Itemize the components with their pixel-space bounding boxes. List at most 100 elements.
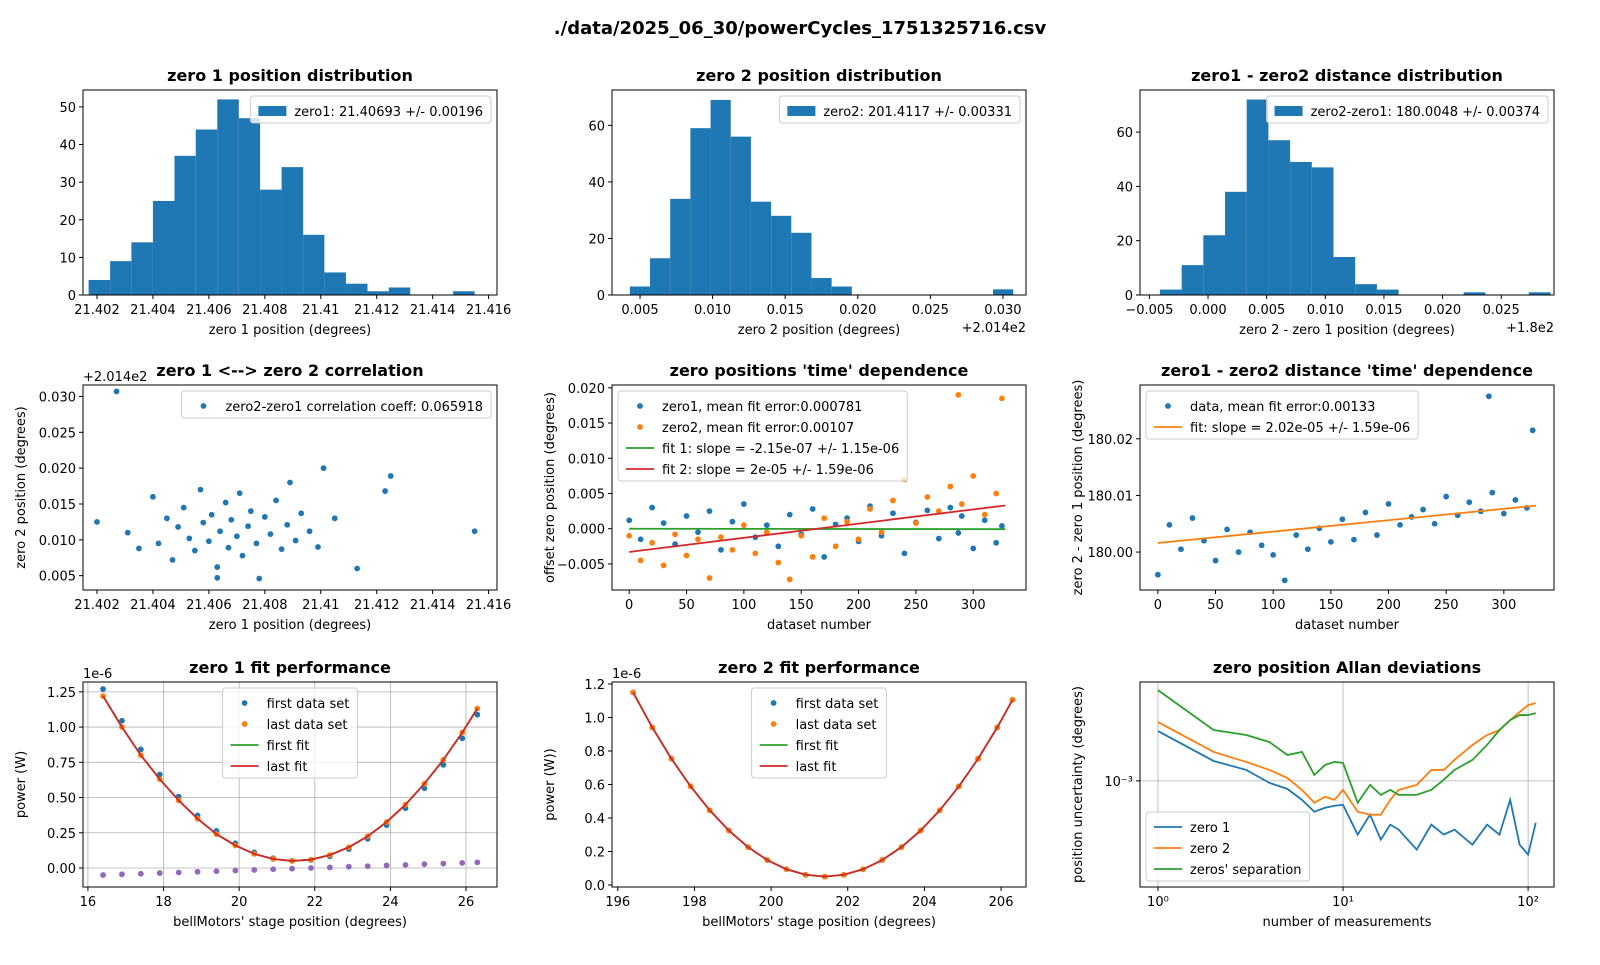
legend-label: zero1: 21.40693 +/- 0.00196 <box>294 105 483 120</box>
legend: zero 1 zero 2 zeros' separation <box>1145 811 1311 882</box>
point <box>809 506 816 512</box>
legend-label: zero2, mean fit error:0.00107 <box>662 421 854 436</box>
y-tick-label: 1.2 <box>584 678 605 693</box>
legend-swatch <box>770 721 777 727</box>
point <box>119 717 125 724</box>
line <box>1157 504 1537 544</box>
subplot-title: zero 2 fit performance <box>718 658 920 677</box>
bar <box>195 129 218 295</box>
subplot: 0.005 0.010 0.015 0.020 0.025 0.030 0 20 40 60 zer… <box>588 66 1027 338</box>
legend-label: fit: slope = 2.02e-05 +/- 1.59e-06 <box>1190 421 1410 436</box>
legend-label: zero2: 201.4117 +/- 0.00331 <box>823 105 1012 120</box>
point <box>186 535 193 542</box>
point <box>981 517 988 524</box>
x-tick-label: 24 <box>382 895 399 910</box>
x-tick-label: 0.005 <box>621 303 658 318</box>
point <box>1212 557 1219 564</box>
point <box>637 536 644 543</box>
x-tick-label: 0.020 <box>1424 303 1461 318</box>
subplot-title: zero position Allan deviations <box>1213 658 1481 677</box>
point <box>763 522 770 529</box>
bar <box>710 99 731 295</box>
point <box>970 545 977 552</box>
point <box>200 519 207 526</box>
axes-frame <box>611 89 1027 296</box>
y-axis-label: offset zero position (degrees) <box>543 392 558 583</box>
point <box>1420 506 1427 513</box>
legend-label: fit 2: slope = 2e-05 +/- 1.59e-06 <box>662 463 874 478</box>
point <box>958 501 965 507</box>
bar <box>1246 99 1269 295</box>
legend-box <box>1145 811 1311 882</box>
legend-box <box>222 687 358 779</box>
y-axis-label: zero 2 position (degrees) <box>14 406 29 568</box>
point <box>1374 532 1380 538</box>
subplot: 10⁰ 10¹ 10² 10⁻³ zero position Allan deviati… <box>1071 658 1555 930</box>
point <box>175 869 182 876</box>
bar <box>217 99 239 295</box>
point <box>1304 546 1311 553</box>
legend: zero2-zero1 correlation coeff: 0.065918 <box>180 390 492 419</box>
point <box>947 483 954 490</box>
point <box>1178 546 1184 553</box>
legend: first data set last data set first fit last… <box>222 687 358 779</box>
point <box>270 866 277 873</box>
legend-label: last data set <box>796 718 877 733</box>
y-tick-label: 0.6 <box>584 779 605 794</box>
y-tick-label: 20 <box>1116 235 1133 250</box>
x-tick-label: 21.414 <box>410 303 456 318</box>
y-tick-label: 0.010 <box>39 534 76 549</box>
bar <box>1376 289 1399 295</box>
point <box>775 543 782 550</box>
y-axis-label: power (W) <box>14 751 29 818</box>
plot-area <box>94 388 478 582</box>
plot-area <box>1157 689 1537 857</box>
bar <box>650 258 671 295</box>
legend-box <box>1266 95 1549 124</box>
point <box>113 388 120 395</box>
bar <box>367 291 389 295</box>
legend-swatch <box>770 700 777 706</box>
point <box>955 391 962 398</box>
legend-swatch <box>637 424 643 430</box>
subplot-title: zero 1 fit performance <box>189 658 391 677</box>
y-tick-label: 0.020 <box>39 462 76 477</box>
x-tick-label: 10² <box>1517 895 1539 910</box>
bar <box>174 155 196 295</box>
bar <box>1290 161 1312 295</box>
legend: zero1, mean fit error:0.000781 zero2, mea… <box>617 390 908 482</box>
subplot: −0.005 0.000 0.005 0.010 0.015 0.020 0.025 0 20 4… <box>1116 66 1555 338</box>
x-offset-label: +1.8e2 <box>1506 321 1554 336</box>
y-tick-label: 180.01 <box>1088 489 1134 504</box>
x-tick-label: 0.015 <box>767 303 804 318</box>
legend-swatch <box>200 403 207 409</box>
legend-label: first fit <box>796 739 839 754</box>
point <box>1489 489 1496 496</box>
point <box>471 528 478 535</box>
x-tick-label: 100 <box>1261 598 1286 613</box>
x-tick-label: 21.412 <box>354 303 400 318</box>
bar <box>629 286 651 295</box>
x-axis-label: zero 1 position (degrees) <box>209 323 371 338</box>
x-tick-label: 50 <box>1207 598 1224 613</box>
subplot: 21.402 21.404 21.406 21.408 21.41 21.412 21.41… <box>14 361 511 633</box>
y-tick-label: 10 <box>59 251 76 266</box>
x-axis-label: dataset number <box>767 618 872 633</box>
bar <box>388 287 411 295</box>
axes-frame <box>1139 681 1555 888</box>
point <box>169 556 176 563</box>
point <box>970 472 977 479</box>
point <box>1385 501 1392 507</box>
y-tick-label: 0.020 <box>568 382 605 397</box>
x-tick-label: 0.025 <box>912 303 949 318</box>
x-tick-label: 21.404 <box>130 303 176 318</box>
x-tick-label: 0.025 <box>1483 303 1520 318</box>
point <box>383 862 390 869</box>
x-tick-label: 250 <box>903 598 928 613</box>
point <box>459 860 466 866</box>
bar <box>690 128 711 295</box>
point <box>637 557 644 564</box>
plot-area <box>1159 99 1551 295</box>
x-tick-label: 0 <box>625 598 633 613</box>
